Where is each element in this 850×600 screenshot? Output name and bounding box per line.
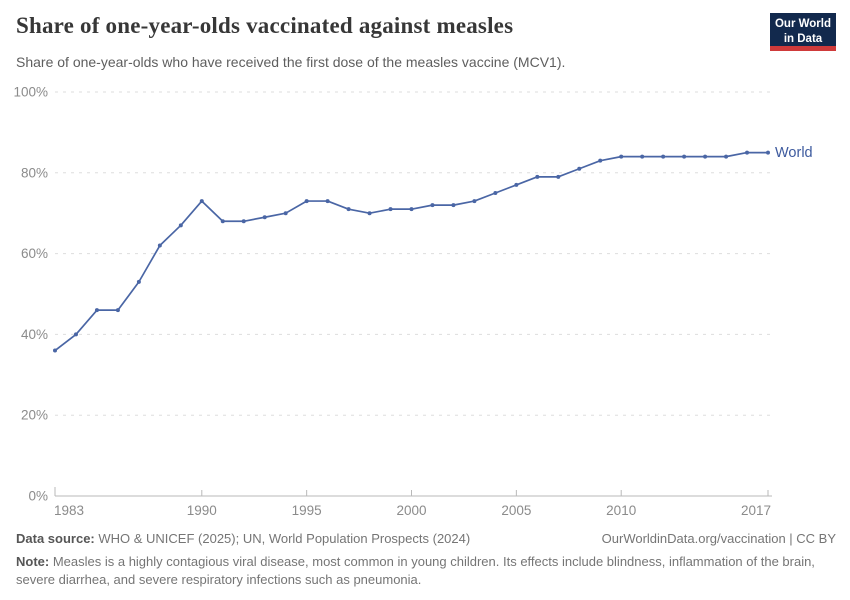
svg-text:2010: 2010: [606, 503, 636, 518]
svg-text:2017: 2017: [741, 503, 771, 518]
svg-text:100%: 100%: [13, 85, 48, 100]
owid-logo-line1: Our World: [774, 18, 831, 30]
svg-text:60%: 60%: [21, 246, 48, 261]
svg-text:1995: 1995: [292, 503, 322, 518]
owid-logo[interactable]: Our World in Data: [770, 13, 836, 51]
owid-logo-line2: in Data: [783, 32, 823, 45]
note-text: Measles is a highly contagious viral dis…: [16, 553, 815, 587]
note-line: Note: Measles is a highly contagious vir…: [16, 553, 832, 589]
series-label-world[interactable]: World: [775, 145, 813, 161]
svg-text:2005: 2005: [501, 503, 531, 518]
chart-footer: Data source: WHO & UNICEF (2025); UN, Wo…: [16, 530, 836, 589]
svg-text:1990: 1990: [187, 503, 217, 518]
svg-text:1983: 1983: [54, 503, 84, 518]
chart-subtitle: Share of one-year-olds who have received…: [16, 54, 566, 70]
svg-text:2000: 2000: [396, 503, 426, 518]
data-source-label: Data source:: [16, 531, 95, 546]
data-source-line: Data source: WHO & UNICEF (2025); UN, Wo…: [16, 530, 470, 548]
svg-text:40%: 40%: [21, 327, 48, 342]
svg-text:80%: 80%: [21, 165, 48, 180]
svg-text:0%: 0%: [28, 489, 48, 504]
data-source-text: WHO & UNICEF (2025); UN, World Populatio…: [94, 531, 471, 546]
chart-title: Share of one-year-olds vaccinated agains…: [16, 13, 514, 38]
note-label: Note:: [16, 553, 50, 569]
svg-text:20%: 20%: [21, 408, 48, 423]
owid-attribution-link[interactable]: OurWorldinData.org/vaccination | CC BY: [601, 531, 836, 546]
